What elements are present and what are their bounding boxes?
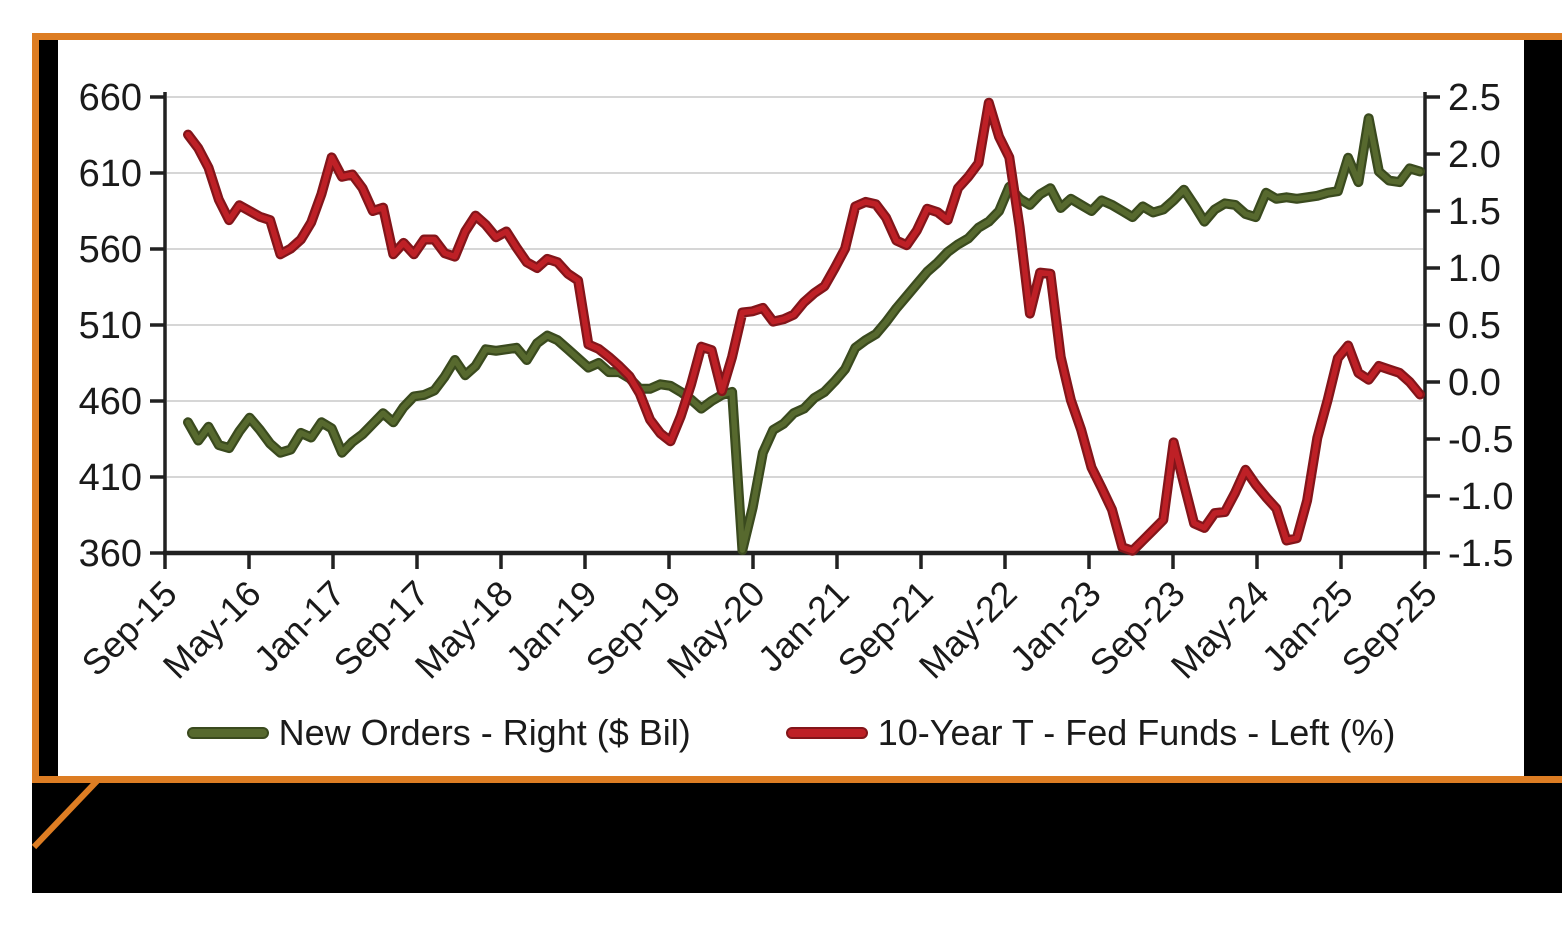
- svg-text:2.5: 2.5: [1448, 77, 1501, 119]
- legend-label-new-orders: New Orders - Right ($ Bil): [278, 712, 691, 753]
- frame-border-top: [32, 33, 1562, 40]
- svg-text:-1.5: -1.5: [1448, 533, 1513, 575]
- svg-text:Jan-23: Jan-23: [1002, 573, 1109, 680]
- svg-text:-1.0: -1.0: [1448, 476, 1513, 518]
- svg-text:2.0: 2.0: [1448, 134, 1501, 176]
- svg-text:610: 610: [79, 153, 142, 195]
- svg-text:1.0: 1.0: [1448, 248, 1501, 290]
- svg-text:560: 560: [79, 229, 142, 271]
- svg-text:660: 660: [79, 77, 142, 119]
- svg-text:May-20: May-20: [659, 573, 773, 687]
- svg-text:May-18: May-18: [407, 573, 521, 687]
- frame-black-band-bottom: [32, 783, 1562, 893]
- svg-text:Sep-25: Sep-25: [1334, 573, 1445, 684]
- svg-text:May-24: May-24: [1163, 573, 1277, 687]
- svg-text:1.5: 1.5: [1448, 191, 1501, 233]
- green-line-swatch: [186, 727, 269, 739]
- svg-text:-0.5: -0.5: [1448, 419, 1513, 461]
- svg-text:0.0: 0.0: [1448, 362, 1501, 404]
- frame-black-strip-right: [1524, 40, 1562, 776]
- frame-border-left: [32, 33, 39, 783]
- svg-text:Jan-19: Jan-19: [498, 573, 605, 680]
- svg-text:460: 460: [79, 381, 142, 423]
- svg-text:May-22: May-22: [911, 573, 1025, 687]
- frame-black-strip-left: [39, 40, 58, 776]
- frame-border-bottom: [32, 776, 1562, 783]
- svg-text:410: 410: [79, 457, 142, 499]
- svg-text:Sep-15: Sep-15: [74, 573, 185, 684]
- chart-legend: New Orders - Right ($ Bil) 10-Year T - F…: [58, 712, 1524, 754]
- svg-text:Sep-21: Sep-21: [830, 573, 941, 684]
- svg-text:360: 360: [79, 533, 142, 575]
- svg-text:Sep-17: Sep-17: [326, 573, 437, 684]
- svg-text:Jan-17: Jan-17: [246, 573, 353, 680]
- svg-text:0.5: 0.5: [1448, 305, 1501, 347]
- legend-item-spread: 10-Year T - Fed Funds - Left (%): [785, 712, 1396, 754]
- legend-label-spread: 10-Year T - Fed Funds - Left (%): [877, 712, 1396, 753]
- svg-text:Sep-19: Sep-19: [578, 573, 689, 684]
- svg-text:510: 510: [79, 305, 142, 347]
- svg-text:May-16: May-16: [155, 573, 269, 687]
- legend-item-new-orders: New Orders - Right ($ Bil): [186, 712, 691, 754]
- svg-text:Jan-21: Jan-21: [750, 573, 857, 680]
- red-line-swatch: [785, 727, 868, 739]
- svg-text:Sep-23: Sep-23: [1082, 573, 1193, 684]
- svg-text:Jan-25: Jan-25: [1254, 573, 1361, 680]
